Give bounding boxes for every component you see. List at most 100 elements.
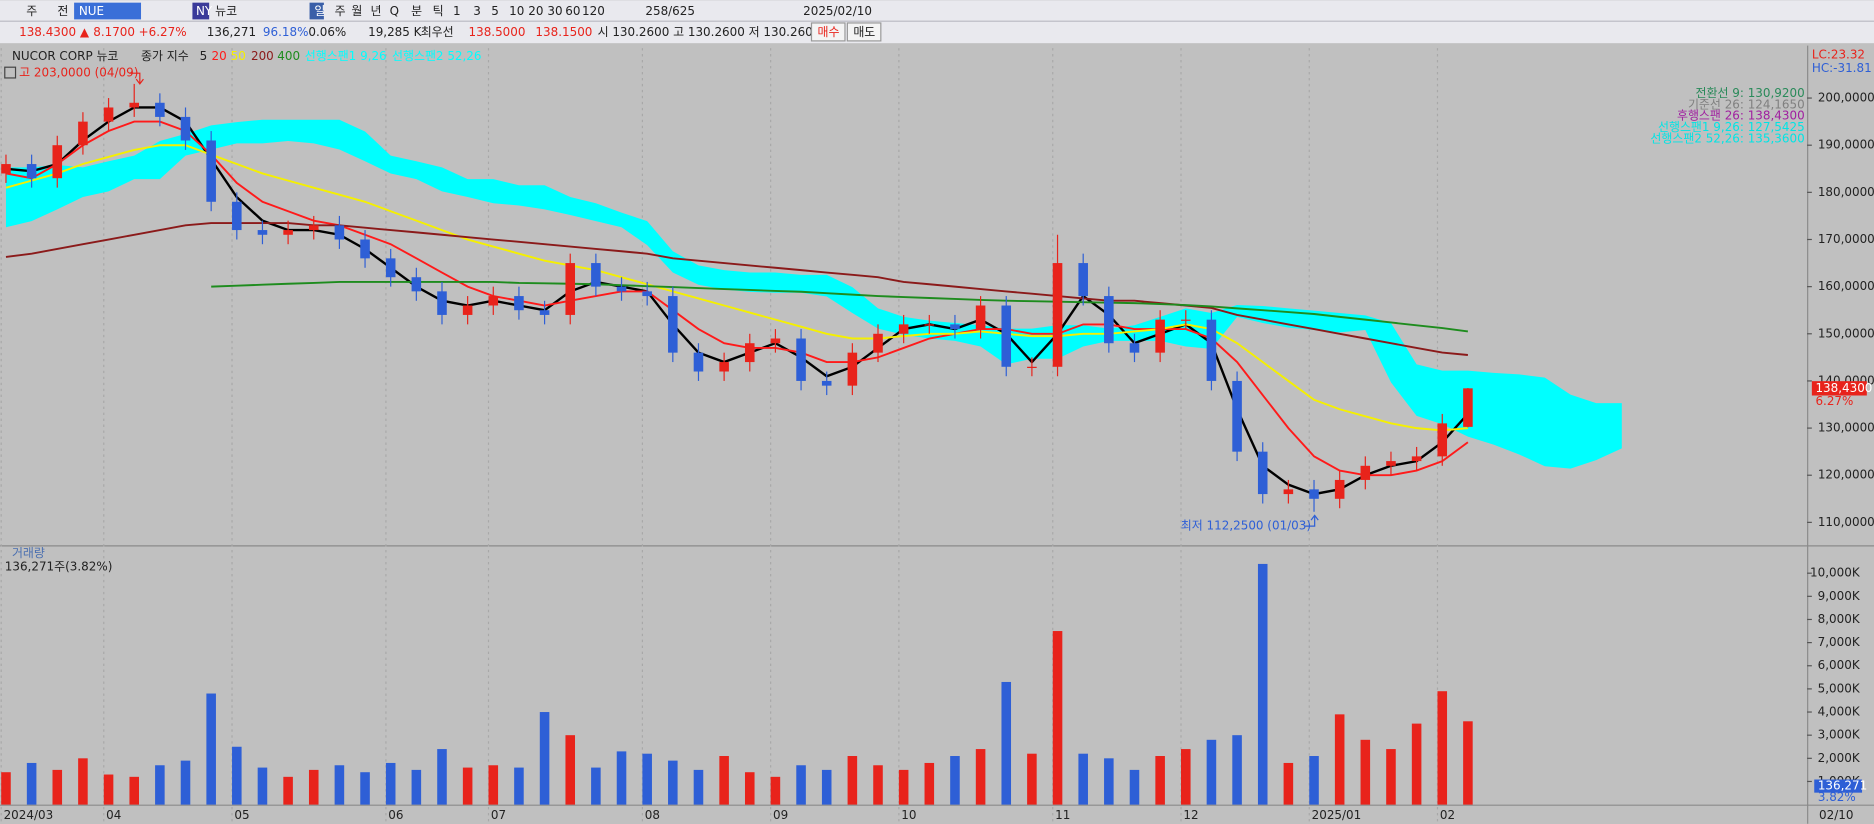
indicator-label: 선행스팬1 9,26: 127,5425 [1658,119,1805,134]
y-tick-label: 6,000K [1818,658,1861,672]
toolbar-field[interactable] [74,2,142,20]
toolbar-button[interactable]: 10 [509,4,524,18]
volume-bar [539,712,550,805]
last-volume-tag [1814,779,1863,793]
x-tick-label: 2025/01 [1312,808,1362,822]
volume-bar [950,756,960,805]
y-tick-label: 130,0000 [1818,421,1874,435]
toolbar-button[interactable]: 30 [547,4,562,18]
volume-bar [565,735,576,805]
toolbar-button[interactable]: 120 [582,4,605,18]
volume-bar [770,776,781,805]
volume-bar [1463,721,1473,805]
volume-bar [385,762,396,805]
toolbar-button[interactable]: NUE [79,4,104,18]
legend-entry: 선행스팬1 9,26 [305,48,387,63]
x-tick-label: 2024/03 [4,808,54,822]
x-tick-label: 07 [491,808,506,822]
x-tick-label: 08 [645,808,660,822]
toolbar-value: 최우선 [421,25,454,39]
volume-bar [591,767,601,805]
volume-bar [924,762,935,805]
toolbar-button[interactable]: NY [196,4,213,18]
candle-body [924,324,935,326]
volume-bar [283,776,293,805]
chart-title: NUCOR CORP 뉴코 [12,49,118,63]
toolbar-button[interactable]: Q [390,4,399,18]
toolbar-button[interactable]: 전 [57,4,68,18]
y-tick-label: 200,0000 [1818,91,1874,105]
volume-bar [898,769,909,805]
y-tick-label: 10,000K [1810,566,1861,580]
toolbar-button[interactable]: 일 [314,4,325,18]
candle-body [873,333,883,353]
volume-bar [514,767,524,805]
volume-bar [847,756,858,805]
volume-bar [308,769,319,805]
toolbar-button[interactable]: 년 [370,4,381,18]
candle-body [642,291,652,297]
candle-body [360,239,370,259]
volume-bar [642,753,652,805]
candle-body [1078,263,1088,297]
volume-bar [1052,631,1063,805]
x-tick-label: 02 [1440,808,1455,822]
indicator-label: 선행스팬2 52,26: 135,3600 [1650,130,1804,145]
toolbar-button[interactable]: 2025/02/10 [803,4,872,18]
volume-bar [719,756,729,805]
candle-body [898,324,909,334]
volume-bar [1181,749,1191,805]
toolbar-value[interactable]: 매수 [817,25,839,39]
toolbar-button[interactable]: 60 [565,4,580,18]
y-tick-label: 160,0000 [1818,279,1874,293]
toolbar-button[interactable]: 주 [335,4,346,18]
volume-bar [668,760,678,805]
toolbar-button[interactable]: 258/625 [645,4,695,18]
candle-body [308,225,319,231]
volume-bar [873,765,883,805]
candle-body [1463,388,1473,427]
toolbar-value: 136,271 [207,25,256,39]
volume-bar [26,762,37,805]
volume-bar [1334,714,1345,805]
toolbar-button[interactable]: 틱 [433,4,444,18]
chart-subtitle: 136,271주(3.82%) [5,559,113,573]
x-tick-label: 06 [388,808,403,822]
toolbar-button[interactable]: 분 [411,4,422,18]
x-end-label: 02/10 [1819,808,1853,822]
candle-body [1206,319,1217,381]
y-tick-label: 2,000K [1818,751,1861,765]
toolbar-field[interactable] [309,2,324,20]
x-tick-label: 12 [1183,808,1198,822]
candle-body [283,230,293,235]
candle-body [129,102,139,108]
candle-body [462,305,473,315]
volume-bar [232,746,242,805]
toolbar-button[interactable]: 20 [528,4,543,18]
candle-body [1155,319,1165,353]
candle-body [744,343,755,363]
low-arrow [1305,514,1319,527]
order-button[interactable] [846,22,882,42]
y-tick-label: 3,000K [1818,728,1861,742]
y-tick-label: 9,000K [1818,589,1861,603]
toolbar-button[interactable]: 뉴코 [215,4,237,18]
volume-bar [334,765,345,805]
toolbar-button[interactable]: 월 [351,4,362,18]
toolbar-button[interactable]: 주 [26,4,37,18]
toolbar-button[interactable]: 5 [491,4,499,18]
candle-body [693,352,704,372]
volume-bar [411,769,422,805]
toolbar-button[interactable]: 1 [453,4,461,18]
volume-bar [1437,691,1448,805]
toolbar-button[interactable]: 3 [473,4,481,18]
y-tick-label: 4,000K [1818,705,1861,719]
volume-bar [180,760,191,805]
toolbar-field[interactable] [192,2,210,20]
candle-body [257,230,268,235]
candle-body [1181,319,1191,321]
indicator-label: 기준선 26: 124,1650 [1688,97,1805,111]
toolbar-value[interactable]: 매도 [853,25,875,39]
order-button[interactable] [810,22,846,42]
